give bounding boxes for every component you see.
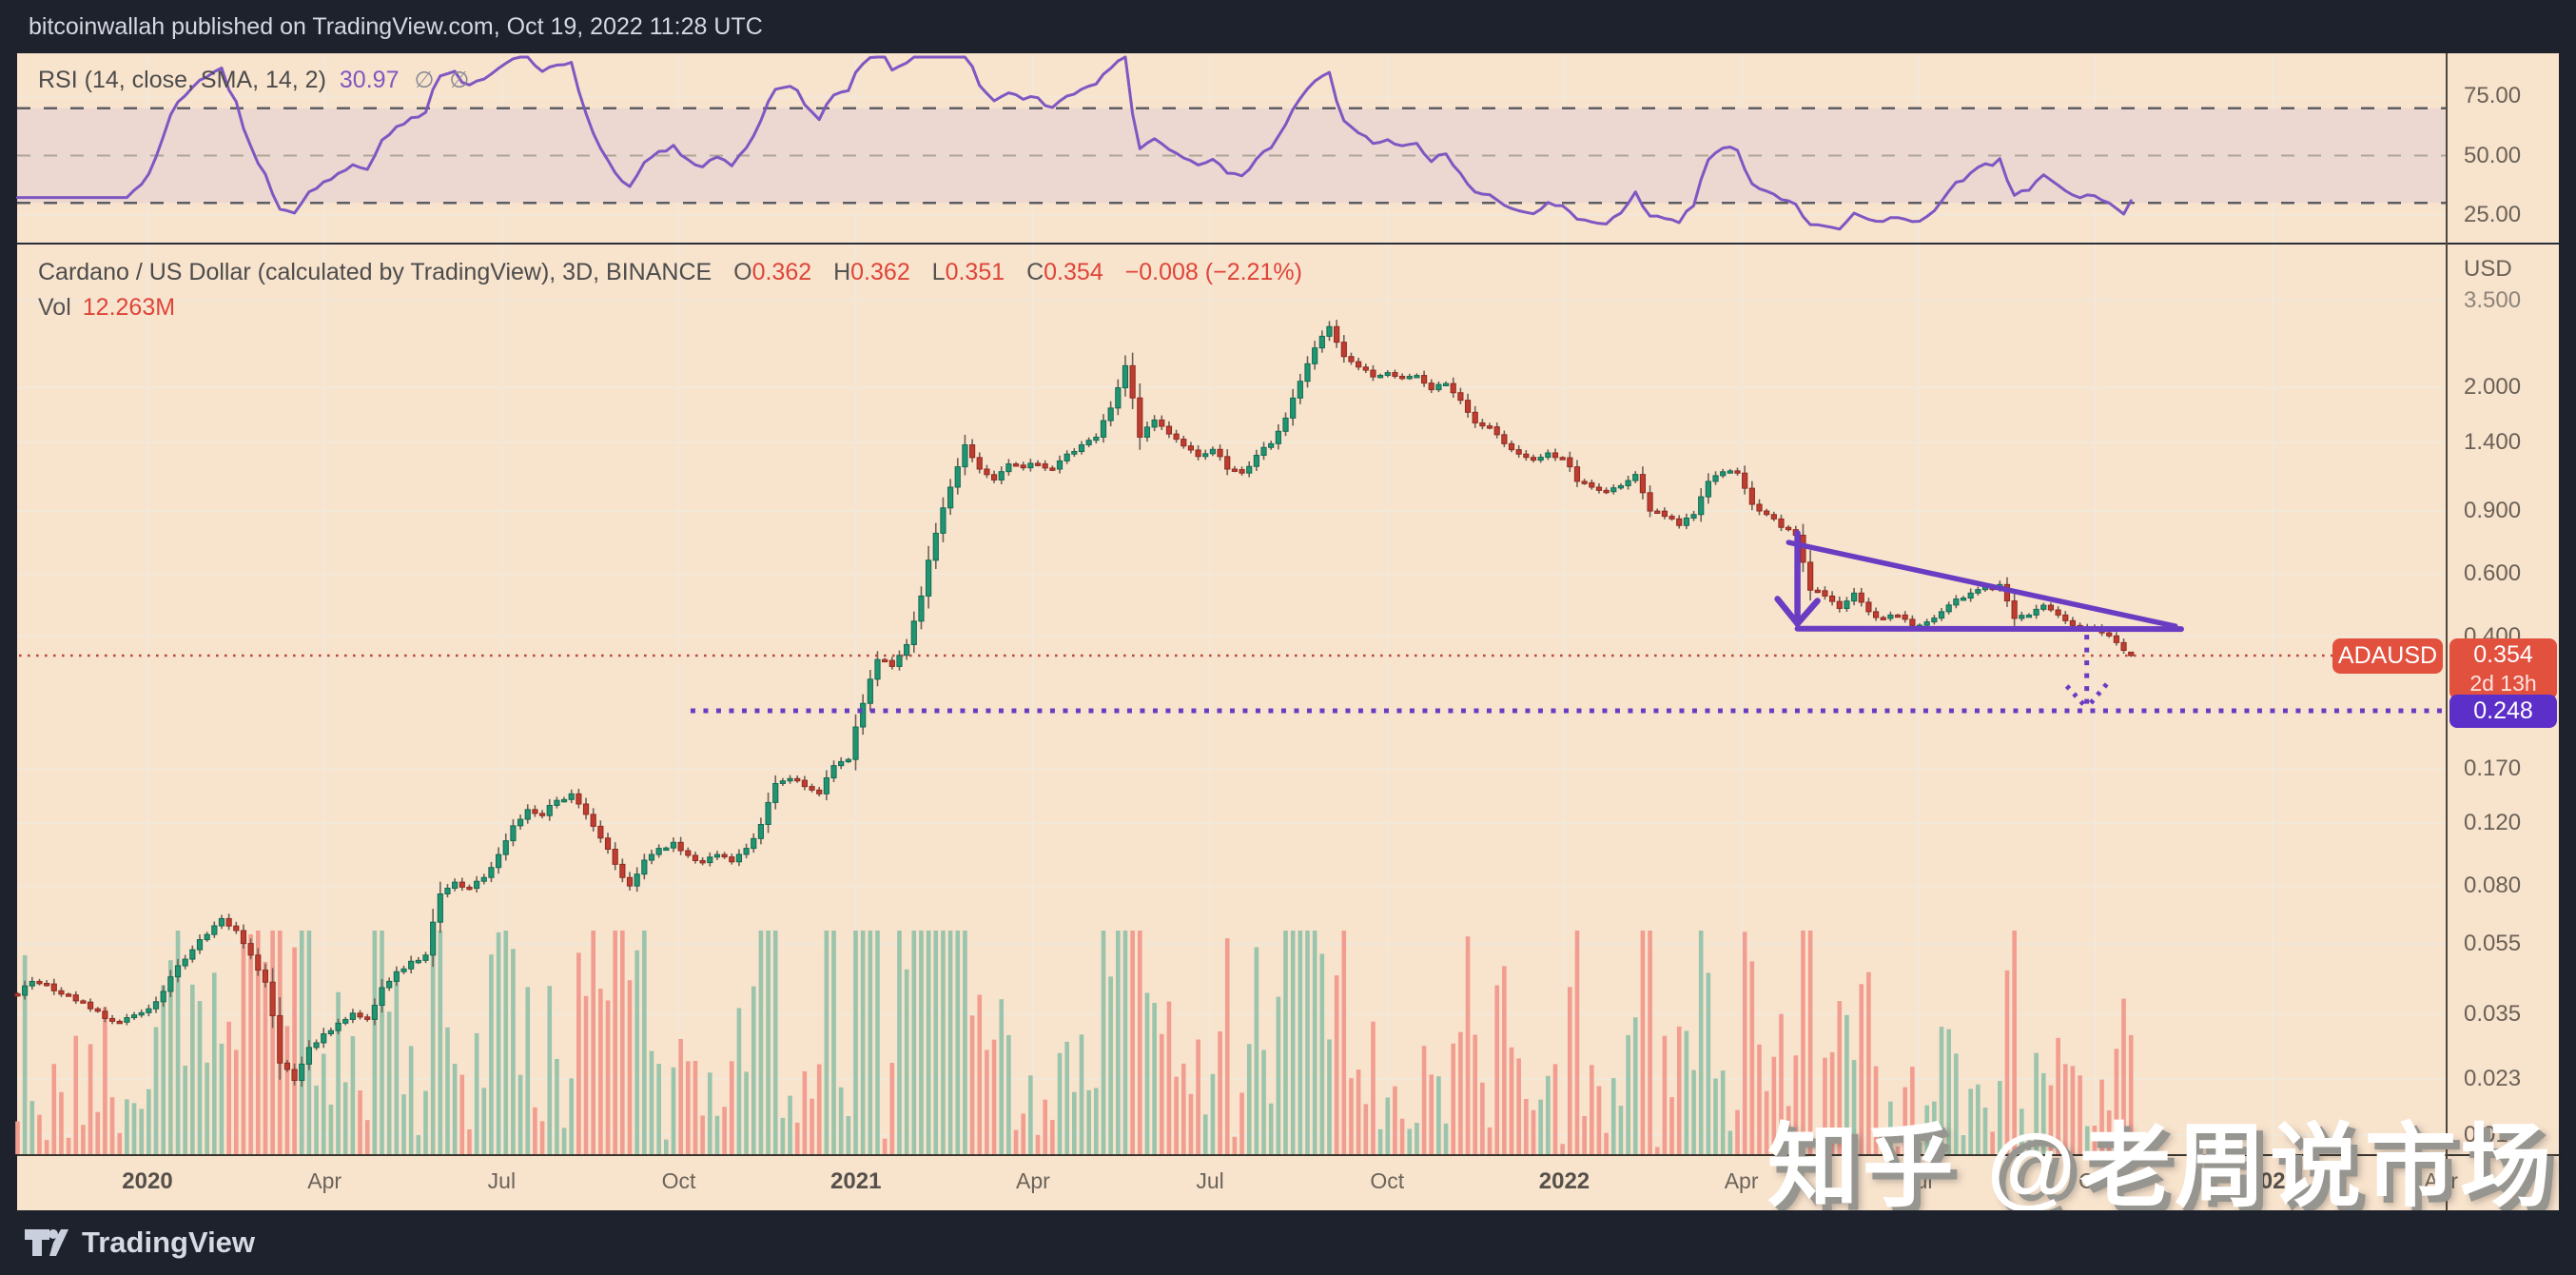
high-value: 0.362	[850, 259, 910, 285]
tradingview-brand-text[interactable]: TradingView	[82, 1226, 256, 1259]
price-tick-label: 0.035	[2464, 1000, 2522, 1027]
tradingview-logo-icon[interactable]	[25, 1226, 68, 1260]
time-tick-label: Jul	[1904, 1168, 1933, 1193]
price-tick-label: 3.500	[2464, 287, 2522, 313]
time-tick-label: 2023	[2247, 1168, 2298, 1194]
price-tick-label: 0.080	[2464, 873, 2522, 899]
last-price-value: 0.354	[2473, 641, 2533, 668]
rsi-value: 30.97	[339, 67, 400, 93]
time-tick-label: 2022	[1538, 1168, 1590, 1194]
symbol-title: Cardano / US Dollar (calculated by Tradi…	[38, 259, 712, 285]
rsi-indicator-legend: RSI (14, close, SMA, 14, 2) 30.97 ∅ ∅	[38, 67, 469, 94]
symbol-legend: Cardano / US Dollar (calculated by Tradi…	[38, 259, 1302, 286]
symbol-price-tag: ADAUSD	[2332, 638, 2443, 674]
time-tick-label: 2021	[830, 1168, 882, 1194]
zhihu-watermark: 知乎 @老周说市场	[1766, 1116, 2555, 1218]
price-tick-label: 0.900	[2464, 498, 2522, 524]
rsi-line	[16, 55, 2133, 231]
price-tick-label: 0.170	[2464, 755, 2522, 782]
volume-layer	[15, 931, 2134, 1154]
price-tick-label: 2.000	[2464, 374, 2522, 401]
rsi-tick-label: 50.00	[2464, 142, 2522, 168]
rsi-tick-label: 25.00	[2464, 201, 2522, 227]
volume-legend: Vol 12.263M	[38, 294, 175, 322]
bar-countdown: 2d 13h	[2469, 671, 2537, 696]
time-tick-label: Apr	[307, 1168, 342, 1193]
price-tick-label: 0.023	[2464, 1066, 2522, 1092]
volume-value: 12.263M	[82, 294, 176, 321]
hide-icon[interactable]: ∅	[414, 68, 435, 93]
close-value: 0.354	[1044, 259, 1103, 285]
price-tick-label: 1.400	[2464, 429, 2522, 456]
price-tick-label: 0.055	[2464, 931, 2522, 957]
open-key: O	[733, 259, 752, 285]
time-tick-label: Oct	[1370, 1168, 1405, 1193]
time-tick-label: Jul	[1196, 1168, 1224, 1193]
time-tick-label: Apr	[2424, 1168, 2458, 1193]
publish-info-text: bitcoinwallah published on TradingView.c…	[29, 13, 763, 40]
rsi-band	[17, 107, 2447, 205]
time-tick-label: Oct	[2078, 1168, 2113, 1193]
hide-icon[interactable]: ∅	[449, 68, 470, 93]
close-key: C	[1026, 259, 1044, 285]
rsi-indicator-title: RSI (14, close, SMA, 14, 2)	[38, 67, 326, 93]
low-key: L	[931, 259, 946, 285]
time-tick-label: 2020	[122, 1168, 173, 1194]
change-value: −0.008 (−2.21%)	[1124, 259, 1302, 285]
drawings	[19, 530, 2443, 714]
time-tick-label: Apr	[1015, 1168, 1050, 1193]
volume-label: Vol	[38, 294, 71, 321]
price-tick-label: 0.016	[2464, 1122, 2522, 1148]
price-tick-label: 0.120	[2464, 810, 2522, 836]
time-tick-label: Oct	[661, 1168, 696, 1193]
time-tick-label: Jul	[487, 1168, 517, 1193]
publish-info-bar: bitcoinwallah published on TradingView.c…	[0, 0, 2576, 53]
open-value: 0.362	[751, 259, 812, 285]
candlestick-layer	[14, 320, 2135, 1088]
price-axis-currency: USD	[2464, 256, 2512, 282]
time-tick-label: Apr	[1724, 1168, 1759, 1193]
target-price-tag: 0.248	[2449, 695, 2557, 728]
last-price-tag: 0.354 2d 13h	[2449, 638, 2557, 699]
rsi-tick-label: 75.00	[2464, 83, 2522, 109]
low-value: 0.351	[945, 259, 1005, 285]
high-key: H	[833, 259, 851, 285]
price-tick-label: 0.600	[2464, 560, 2522, 587]
tradingview-footer: TradingView	[0, 1210, 2576, 1275]
